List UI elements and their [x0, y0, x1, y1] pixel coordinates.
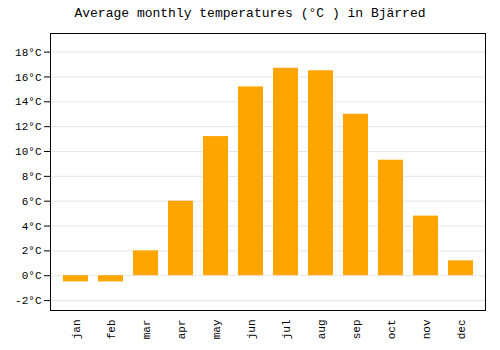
svg-text:dec: dec [456, 320, 468, 340]
svg-text:apr: apr [176, 320, 188, 340]
svg-text:-2°C: -2°C [15, 295, 42, 307]
svg-text:may: may [211, 319, 223, 339]
svg-text:14°C: 14°C [15, 96, 42, 108]
svg-text:feb: feb [106, 320, 118, 340]
svg-text:12°C: 12°C [15, 121, 42, 133]
html-text:Average monthly temperatures (: Average monthly temperatures (°C ) in Bj… [74, 6, 426, 21]
svg-text:jan: jan [71, 320, 83, 340]
svg-text:6°C: 6°C [22, 196, 42, 208]
svg-text:sep: sep [351, 320, 363, 340]
svg-text:jul: jul [281, 320, 293, 340]
svg-text:2°C: 2°C [22, 245, 42, 257]
svg-text:nov: nov [421, 319, 433, 339]
svg-text:0°C: 0°C [22, 270, 42, 282]
svg-text:aug: aug [316, 320, 328, 340]
svg-text:oct: oct [386, 320, 398, 340]
svg-text:4°C: 4°C [22, 221, 42, 233]
svg-text:mar: mar [141, 320, 153, 340]
svg-text:jun: jun [246, 320, 258, 340]
svg-text:16°C: 16°C [15, 71, 42, 83]
svg-text:10°C: 10°C [15, 146, 42, 158]
svg-text:18°C: 18°C [15, 47, 42, 59]
svg-text:8°C: 8°C [22, 171, 42, 183]
